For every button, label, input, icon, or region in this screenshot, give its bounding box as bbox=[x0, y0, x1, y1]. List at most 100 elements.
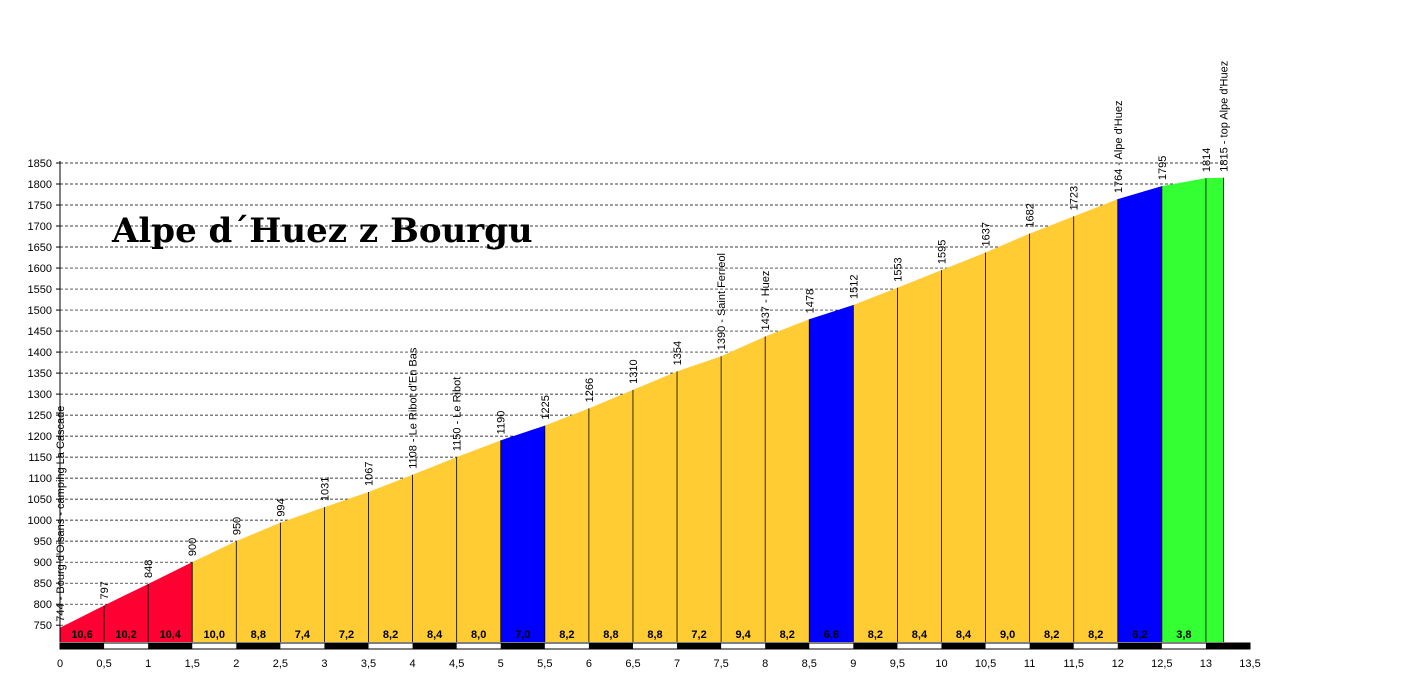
x-tick-label: 4,5 bbox=[449, 658, 464, 670]
profile-segment bbox=[1205, 177, 1224, 642]
profile-segment bbox=[192, 541, 237, 642]
y-tick-label: 1150 bbox=[28, 452, 52, 464]
elevation-label: 1390 - Saint Ferreol bbox=[716, 253, 728, 350]
gradient-label: 8,2 bbox=[1044, 629, 1059, 641]
distance-bar-block bbox=[588, 643, 633, 649]
gradient-label: 8,2 bbox=[559, 629, 574, 641]
x-tick-label: 11 bbox=[1024, 658, 1035, 670]
y-tick-label: 1750 bbox=[28, 200, 52, 212]
gradient-label: 3,8 bbox=[1176, 629, 1191, 641]
y-tick-label: 950 bbox=[34, 536, 52, 548]
gradient-label: 9,4 bbox=[735, 629, 751, 641]
y-tick-label: 1100 bbox=[28, 473, 52, 485]
gradient-label: 10,2 bbox=[115, 629, 136, 641]
profile-segment bbox=[941, 252, 986, 642]
gradient-label: 6,8 bbox=[824, 629, 839, 641]
x-tick-label: 3 bbox=[321, 658, 327, 670]
elevation-label: 1478 bbox=[804, 289, 816, 313]
y-axis: 750 800 850 900 950 1000 1050 1100 1150 1200 1250 1… bbox=[28, 158, 61, 642]
profile-area bbox=[60, 177, 1224, 643]
gradient-label: 8,8 bbox=[647, 629, 662, 641]
elevation-label: 1815 - top Alpe d'Huez bbox=[1219, 61, 1231, 172]
elevation-label: 1682 bbox=[1025, 203, 1037, 227]
elevation-label: 1150 - Le Ribot bbox=[452, 377, 464, 451]
elevation-label: 1795 bbox=[1157, 156, 1169, 180]
y-tick-label: 1600 bbox=[28, 263, 52, 275]
y-tick-label: 1250 bbox=[28, 410, 52, 422]
x-tick-label: 4 bbox=[410, 658, 416, 670]
elevation-label: 950 bbox=[231, 517, 243, 535]
distance-bar-block bbox=[412, 643, 457, 649]
elevation-label: 1310 bbox=[628, 359, 640, 383]
y-tick-label: 850 bbox=[34, 578, 52, 590]
gradient-label: 6,2 bbox=[1132, 629, 1147, 641]
gradient-label: 10,6 bbox=[71, 629, 92, 641]
profile-segment bbox=[721, 336, 766, 642]
distance-bar bbox=[59, 642, 1251, 650]
x-tick-label: 12,5 bbox=[1151, 658, 1172, 670]
elevation-label: 744 - Bourg d'Oisans - camping La Cascad… bbox=[55, 406, 67, 622]
profile-segment bbox=[809, 305, 854, 642]
profile-segment bbox=[765, 319, 810, 642]
x-tick-label: 10 bbox=[935, 658, 947, 670]
y-tick-label: 1650 bbox=[28, 242, 52, 254]
x-tick-label: 9,5 bbox=[890, 658, 905, 670]
chart-title: Alpe d´Huez z Bourgu bbox=[111, 211, 533, 251]
profile-segment bbox=[588, 389, 633, 642]
x-tick-label: 10,5 bbox=[975, 658, 996, 670]
profile-segment bbox=[456, 440, 501, 642]
gradient-label: 8,0 bbox=[471, 629, 486, 641]
x-tick-label: 1,5 bbox=[185, 658, 200, 670]
elevation-label: 1354 bbox=[672, 341, 684, 365]
profile-segment bbox=[897, 270, 942, 642]
gradient-label: 9,0 bbox=[1000, 629, 1015, 641]
elevation-labels: 744 - Bourg d'Oisans - camping La Cascad… bbox=[55, 61, 1231, 622]
segment-dividers bbox=[103, 177, 1224, 642]
y-tick-label: 1500 bbox=[28, 305, 52, 317]
x-tick-label: 8 bbox=[762, 658, 768, 670]
profile-segment bbox=[632, 371, 678, 642]
elevation-label: 1595 bbox=[936, 240, 948, 264]
distance-bar-block bbox=[677, 643, 722, 649]
y-tick-label: 1550 bbox=[28, 284, 52, 296]
y-tick-label: 1350 bbox=[28, 368, 52, 380]
y-tick-label: 1200 bbox=[28, 431, 52, 443]
elevation-label: 900 bbox=[187, 538, 199, 556]
elevation-label: 1637 bbox=[981, 222, 993, 246]
distance-bar-block bbox=[853, 643, 898, 649]
distance-bar-block bbox=[60, 643, 105, 649]
elevation-label: 1553 bbox=[892, 257, 904, 281]
gradient-labels: 10,6 10,2 10,4 10,0 8,8 7,4 7,2 8,2 8,4 8,0 7,0 8,2… bbox=[71, 629, 1191, 641]
elevation-label: 1067 bbox=[364, 462, 376, 486]
y-tick-label: 1300 bbox=[28, 389, 52, 401]
profile-segment bbox=[853, 287, 898, 642]
elevation-label: 848 bbox=[143, 560, 155, 578]
x-tick-label: 6 bbox=[586, 658, 592, 670]
elevation-label: 1031 bbox=[319, 477, 331, 501]
elevation-label: 1723 bbox=[1069, 186, 1081, 210]
x-tick-label: 5,5 bbox=[537, 658, 552, 670]
gradient-label: 8,4 bbox=[956, 629, 972, 641]
x-tick-label: 9 bbox=[850, 658, 856, 670]
profile-segment bbox=[677, 356, 722, 642]
profile-segment bbox=[1161, 178, 1206, 642]
profile-segment bbox=[236, 522, 281, 642]
x-tick-label: 11,5 bbox=[1063, 658, 1084, 670]
distance-bar-block bbox=[941, 643, 986, 649]
gradient-label: 8,8 bbox=[603, 629, 618, 641]
elevation-label: 1108 - Le Ribot d'En Bas bbox=[408, 347, 420, 469]
x-tick-label: 1 bbox=[145, 658, 151, 670]
x-tick-label: 0 bbox=[57, 658, 63, 670]
profile-segment bbox=[60, 605, 105, 642]
elevation-label: 1814 bbox=[1201, 148, 1213, 172]
elevation-label: 1437 - Huez bbox=[760, 271, 772, 331]
x-tick-label: 5 bbox=[498, 658, 504, 670]
y-tick-label: 1400 bbox=[28, 347, 52, 359]
profile-segment bbox=[368, 474, 413, 642]
x-tick-label: 7 bbox=[674, 658, 680, 670]
profile-segment bbox=[985, 233, 1030, 642]
distance-bar-block bbox=[236, 643, 281, 649]
gradient-label: 8,8 bbox=[251, 629, 266, 641]
gradient-label: 8,2 bbox=[868, 629, 883, 641]
